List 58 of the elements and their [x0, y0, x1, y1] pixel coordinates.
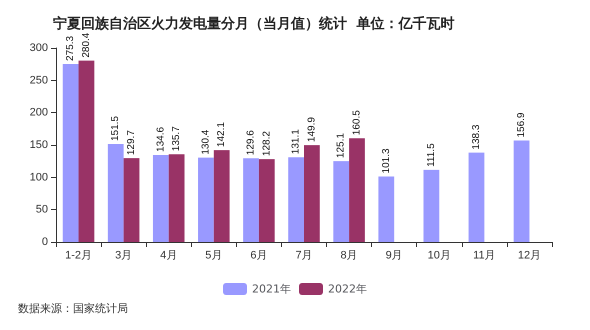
data-label: 129.7 [126, 130, 138, 156]
data-label: 135.7 [171, 126, 182, 152]
bar [214, 150, 230, 242]
bar [168, 154, 185, 242]
data-label: 111.5 [426, 142, 437, 167]
legend-label: 2022年 [328, 282, 367, 296]
bar [258, 159, 275, 242]
data-label: 160.5 [351, 110, 362, 136]
legend-label: 2021年 [252, 282, 292, 296]
y-tick-label: 150 [30, 139, 48, 151]
x-tick-label: 4月 [160, 250, 178, 262]
data-label: 128.2 [261, 130, 272, 156]
data-label: 130.4 [200, 129, 212, 155]
data-label: 275.3 [65, 36, 76, 61]
x-tick-label: 5月 [205, 250, 222, 262]
data-label: 125.1 [336, 132, 347, 158]
data-label: 134.6 [155, 126, 166, 152]
bar [333, 161, 350, 242]
data-label: 138.3 [470, 124, 482, 150]
bar [124, 158, 140, 242]
data-label: 142.1 [216, 122, 228, 148]
bar [108, 144, 124, 242]
chart-title: 宁夏回族自治区火力发电量分月（当月值）统计 单位：亿千瓦时 [53, 15, 455, 32]
bar [152, 154, 169, 242]
bar [378, 176, 394, 242]
x-tick-label: 12月 [518, 250, 542, 262]
data-label: 156.9 [516, 112, 528, 138]
data-label: 149.9 [306, 116, 318, 142]
bar [288, 157, 304, 242]
bar [243, 158, 259, 242]
y-tick-label: 100 [30, 171, 48, 184]
data-label: 280.4 [80, 32, 92, 58]
y-tick-label: 250 [30, 74, 48, 86]
data-label: 131.1 [290, 128, 302, 154]
bar [468, 152, 484, 242]
bar [304, 145, 320, 242]
bar [78, 60, 94, 242]
y-tick-label: 200 [30, 106, 48, 119]
data-label: 129.6 [246, 130, 257, 156]
x-tick-label: 7月 [295, 250, 313, 262]
x-tick-label: 3月 [115, 250, 132, 262]
x-tick-label: 8月 [340, 250, 358, 262]
x-tick-label: 1-2月 [65, 250, 92, 262]
y-tick-label: 50 [36, 204, 48, 216]
y-tick-label: 300 [30, 42, 48, 54]
x-tick-label: 10月 [428, 250, 451, 262]
bar [514, 140, 530, 242]
bar [198, 158, 214, 242]
data-label: 151.5 [110, 116, 122, 142]
bar [62, 64, 79, 242]
source-note: 数据来源：国家统计局 [18, 302, 128, 315]
x-tick-label: 6月 [250, 250, 268, 262]
y-tick-label: 0 [42, 236, 48, 248]
x-tick-label: 11月 [473, 250, 496, 262]
bar [349, 138, 365, 242]
bar [423, 170, 440, 242]
x-tick-label: 9月 [386, 250, 403, 262]
data-label: 101.3 [380, 148, 392, 174]
